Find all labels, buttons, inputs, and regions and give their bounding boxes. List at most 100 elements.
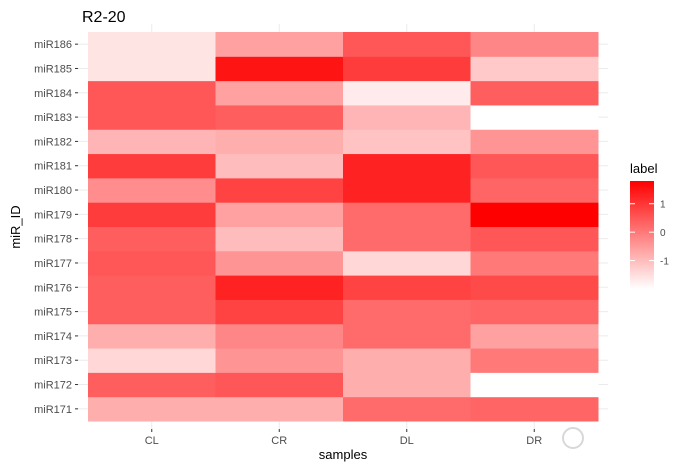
chart-title: R2-20: [82, 9, 126, 26]
heatmap-cell-miR183-CL: [88, 104, 216, 130]
heatmap-cell-miR180-DL: [343, 177, 471, 203]
x-tick-label: DL: [400, 435, 414, 447]
x-tick-label: CL: [145, 435, 159, 447]
heatmap-cell-miR185-CR: [215, 56, 344, 82]
legend-colorbar: [630, 181, 654, 289]
y-tick-label: miR182: [34, 136, 72, 148]
y-tick-label: miR181: [34, 161, 72, 173]
heatmap-cell-miR171-CR: [215, 396, 344, 422]
heatmap-cell-miR178-DR: [470, 226, 599, 252]
y-tick-label: miR179: [34, 209, 72, 221]
legend-tick-label: 0: [660, 228, 666, 239]
heatmap-cell-miR171-DR: [470, 396, 599, 422]
heatmap-cell-miR175-DL: [343, 299, 471, 325]
heatmap-cell-miR176-CR: [215, 275, 344, 300]
y-tick-label: miR186: [34, 39, 72, 51]
heatmap-cell-miR186-CL: [88, 32, 216, 57]
heatmap-cell-miR175-CL: [88, 299, 216, 325]
heatmap-cell-miR185-CL: [88, 56, 216, 82]
heatmap-cell-miR180-DR: [470, 177, 599, 203]
heatmap-cell-miR183-DR: [470, 104, 599, 130]
heatmap-cell-miR182-CL: [88, 129, 216, 155]
heatmap-cell-miR183-DL: [343, 104, 471, 130]
y-tick-label: miR171: [34, 404, 72, 416]
legend: label 1 0 -1: [630, 161, 669, 289]
heatmap-cell-miR171-CL: [88, 396, 216, 422]
heatmap-cell-miR186-CR: [215, 32, 344, 57]
heatmap-cells: [88, 32, 599, 422]
heatmap-cell-miR178-CL: [88, 226, 216, 252]
y-tick-label: miR172: [34, 380, 72, 392]
heatmap-cell-miR181-CL: [88, 153, 216, 179]
heatmap-cell-miR179-DR: [470, 202, 599, 227]
heatmap-cell-miR182-DR: [470, 129, 599, 155]
legend-tick-label: 1: [660, 200, 666, 211]
y-tick-label: miR185: [34, 63, 72, 75]
y-tick-label: miR178: [34, 234, 72, 246]
y-tick-label: miR175: [34, 307, 72, 319]
heatmap-cell-miR184-DR: [470, 80, 599, 106]
heatmap-cell-miR177-DR: [470, 250, 599, 276]
heatmap-cell-miR174-DR: [470, 323, 599, 349]
y-tick-label: miR174: [34, 331, 72, 343]
legend-ticks: 1 0 -1: [630, 200, 669, 268]
heatmap-cell-miR176-DL: [343, 275, 471, 300]
heatmap-cell-miR176-DR: [470, 275, 599, 300]
y-axis-title: miR_ID: [8, 205, 23, 248]
heatmap-cell-miR177-CR: [215, 250, 344, 276]
heatmap-cell-miR173-DR: [470, 348, 599, 373]
y-tick-label: miR183: [34, 112, 72, 124]
x-tick-label: DR: [526, 435, 542, 447]
heatmap-cell-miR175-CR: [215, 299, 344, 325]
heatmap-cell-miR184-CR: [215, 80, 344, 106]
heatmap-cell-miR180-CL: [88, 177, 216, 203]
heatmap-cell-miR184-DL: [343, 80, 471, 106]
y-tick-label: miR173: [34, 355, 72, 367]
heatmap-cell-miR182-CR: [215, 129, 344, 155]
heatmap-cell-miR185-DR: [470, 56, 599, 82]
y-tick-label: miR176: [34, 282, 72, 294]
heatmap-cell-miR171-DL: [343, 396, 471, 422]
heatmap-cell-miR184-CL: [88, 80, 216, 106]
legend-tick-label: -1: [660, 257, 669, 268]
watermark: [562, 427, 584, 449]
heatmap-cell-miR179-DL: [343, 202, 471, 227]
heatmap-cell-miR172-DR: [470, 372, 599, 398]
heatmap-cell-miR173-DL: [343, 348, 471, 373]
heatmap-cell-miR181-CR: [215, 153, 344, 179]
heatmap-cell-miR172-CL: [88, 372, 216, 398]
watermark-logo-icon: [562, 427, 584, 449]
heatmap-cell-miR172-CR: [215, 372, 344, 398]
heatmap-cell-miR179-CL: [88, 202, 216, 227]
heatmap-cell-miR181-DR: [470, 153, 599, 179]
heatmap-cell-miR181-DL: [343, 153, 471, 179]
y-tick-label: miR180: [34, 185, 72, 197]
heatmap-cell-miR176-CL: [88, 275, 216, 300]
x-axis-title: samples: [319, 447, 368, 462]
heatmap-cell-miR182-DL: [343, 129, 471, 155]
x-tick-label: CR: [271, 435, 287, 447]
heatmap-cell-miR172-DL: [343, 372, 471, 398]
heatmap-cell-miR185-DL: [343, 56, 471, 82]
heatmap-cell-miR177-CL: [88, 250, 216, 276]
legend-title: label: [630, 161, 658, 176]
heatmap-cell-miR178-CR: [215, 226, 344, 252]
heatmap-cell-miR179-CR: [215, 202, 344, 227]
y-tick-label: miR177: [34, 258, 72, 270]
x-tick-labels: CL CR DL DR: [145, 429, 542, 447]
heatmap-cell-miR178-DL: [343, 226, 471, 252]
heatmap-cell-miR173-CR: [215, 348, 344, 373]
heatmap-cell-miR173-CL: [88, 348, 216, 373]
heatmap-cell-miR183-CR: [215, 104, 344, 130]
y-tick-label: miR184: [34, 88, 72, 100]
heatmap-cell-miR174-CR: [215, 323, 344, 349]
heatmap-cell-miR186-DR: [470, 32, 599, 57]
heatmap-cell-miR186-DL: [343, 32, 471, 57]
heatmap-cell-miR175-DR: [470, 299, 599, 325]
heatmap-cell-miR174-DL: [343, 323, 471, 349]
y-tick-labels: miR171 miR172 miR173 miR174 miR175 miR176 miR1…: [34, 39, 78, 416]
heatmap-cell-miR180-CR: [215, 177, 344, 203]
heatmap-cell-miR174-CL: [88, 323, 216, 349]
heatmap-cell-miR177-DL: [343, 250, 471, 276]
